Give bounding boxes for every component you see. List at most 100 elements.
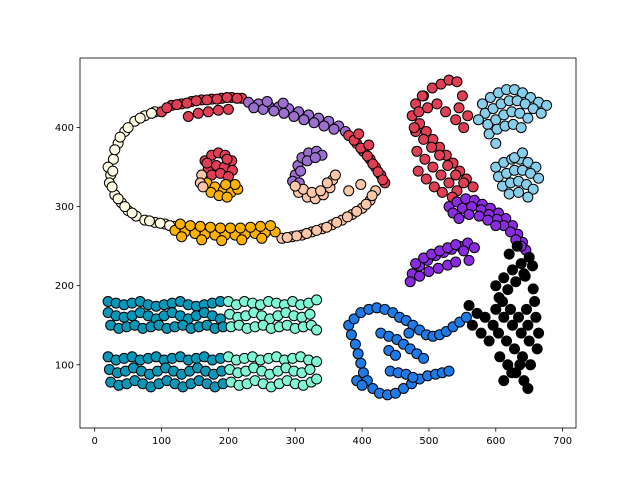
x-axis-ticks: 0 100 200 300 400 500 600 700 bbox=[92, 428, 572, 447]
point-black-cluster-12 bbox=[507, 319, 518, 331]
point-red-column-29 bbox=[411, 145, 423, 157]
point-eye-right-peach-8 bbox=[315, 185, 327, 197]
point-aqua-bar-bottom-34 bbox=[311, 373, 323, 385]
point-black-cluster-11 bbox=[498, 311, 510, 323]
point-blue-hook-11 bbox=[398, 383, 409, 394]
point-black-cluster-9 bbox=[527, 260, 538, 272]
point-black-cluster-41 bbox=[529, 296, 541, 307]
point-ring-bottom-orange-19 bbox=[255, 220, 266, 232]
series-eye-left-orange bbox=[201, 177, 244, 203]
point-black-cluster-42 bbox=[503, 248, 515, 260]
data-points-layer bbox=[102, 74, 553, 401]
point-black-cluster-38 bbox=[505, 303, 516, 315]
point-eye-right-peach-9 bbox=[321, 177, 333, 189]
point-eye-right-peach-11 bbox=[329, 169, 341, 181]
point-ring-top-purple-14 bbox=[278, 107, 290, 119]
series-ring-bottom-orange bbox=[169, 218, 281, 247]
point-ring-top-red-10 bbox=[171, 99, 183, 111]
point-red-column-18 bbox=[431, 98, 443, 110]
point-red-column-32 bbox=[435, 169, 447, 181]
series-lightblue-cluster bbox=[472, 84, 553, 203]
point-ring-top-purple-16 bbox=[298, 114, 310, 126]
point-lightblue-cluster-50 bbox=[509, 152, 520, 164]
point-ring-bottom-orange-14 bbox=[204, 221, 216, 233]
point-black-cluster-1 bbox=[498, 272, 510, 284]
x-tick-label-200: 200 bbox=[219, 436, 238, 447]
point-lightblue-cluster-49 bbox=[522, 191, 534, 203]
point-black-cluster-13 bbox=[515, 327, 527, 339]
point-black-cluster-24 bbox=[522, 383, 534, 394]
series-ring-right-peach bbox=[276, 179, 381, 244]
point-red-column-5 bbox=[451, 76, 463, 88]
point-ring-right-peach-11 bbox=[366, 190, 378, 202]
point-lightblue-cluster-1 bbox=[484, 92, 496, 103]
point-ring-top-red-21 bbox=[222, 103, 234, 115]
point-black-cluster-14 bbox=[523, 335, 535, 347]
series-ring-top-purple bbox=[243, 96, 351, 137]
point-ring-left-ivory-21 bbox=[119, 201, 131, 213]
point-eye-left-orange-9 bbox=[220, 179, 232, 190]
point-ring-top-purple-17 bbox=[308, 117, 320, 129]
point-black-cluster-36 bbox=[483, 335, 495, 347]
point-lightblue-cluster-8 bbox=[541, 99, 553, 111]
point-purple-band-19 bbox=[505, 226, 516, 238]
point-red-column-36 bbox=[420, 173, 432, 185]
y-tick-label-400: 400 bbox=[55, 123, 74, 134]
point-purple-band-42 bbox=[458, 245, 470, 257]
point-ring-left-ivory-17 bbox=[109, 144, 121, 156]
point-red-column-28 bbox=[458, 177, 470, 189]
point-red-column-17 bbox=[422, 102, 434, 114]
point-lightblue-cluster-46 bbox=[527, 183, 539, 195]
point-ring-left-ivory-19 bbox=[134, 112, 146, 124]
point-ring-left-ivory-29 bbox=[106, 181, 118, 193]
series-eye-left-peach bbox=[194, 169, 209, 193]
point-red-column-41 bbox=[453, 102, 465, 114]
point-lightblue-cluster-15 bbox=[527, 103, 539, 115]
point-purple-band-25 bbox=[482, 214, 494, 226]
series-eye-left-red bbox=[199, 147, 238, 183]
point-ring-bottom-orange-13 bbox=[194, 220, 206, 232]
point-ring-top-red-18 bbox=[192, 107, 204, 119]
series-ring-left-ivory bbox=[102, 106, 180, 232]
point-red-column-26 bbox=[442, 160, 454, 171]
point-black-cluster-2 bbox=[507, 264, 518, 276]
point-aqua-bar-top-34 bbox=[311, 324, 323, 336]
point-blue-hook-3 bbox=[352, 348, 364, 360]
point-ring-top-red-9 bbox=[161, 102, 173, 114]
point-ring-bottom-orange-15 bbox=[214, 222, 226, 234]
point-lightblue-cluster-29 bbox=[472, 114, 484, 126]
point-ring-bottom-orange-21 bbox=[176, 231, 188, 243]
point-purple-band-43 bbox=[404, 276, 416, 288]
series-ring-right-red bbox=[343, 128, 391, 189]
point-blue-hook-34 bbox=[460, 311, 472, 323]
point-red-column-35 bbox=[412, 165, 424, 177]
point-red-column-44 bbox=[408, 122, 420, 134]
point-blue-hook-17 bbox=[443, 365, 455, 377]
point-ring-bottom-orange-12 bbox=[184, 220, 196, 232]
point-aqua-bar-bottom-22 bbox=[304, 364, 316, 375]
point-blue-hook-49 bbox=[356, 379, 368, 391]
point-black-cluster-25 bbox=[498, 375, 510, 387]
point-purple-band-35 bbox=[468, 242, 480, 254]
point-purple-band-46 bbox=[432, 262, 444, 274]
point-black-cluster-16 bbox=[501, 335, 512, 347]
point-ring-bottom-orange-20 bbox=[265, 220, 276, 232]
point-black-cluster-37 bbox=[497, 296, 508, 307]
point-black-cluster-35 bbox=[475, 327, 487, 339]
point-black-cluster-30 bbox=[463, 300, 475, 311]
point-ring-top-red-14 bbox=[211, 93, 223, 105]
point-ring-right-peach-14 bbox=[341, 211, 353, 223]
point-black-cluster-43 bbox=[511, 240, 523, 252]
point-ring-right-red-14 bbox=[363, 139, 375, 151]
point-ring-top-red-13 bbox=[201, 94, 213, 106]
point-purple-band-44 bbox=[414, 270, 426, 282]
point-ring-bottom-orange-24 bbox=[236, 234, 248, 246]
point-eye-right-purple-9 bbox=[309, 152, 321, 164]
series-teal-bar-top bbox=[102, 296, 229, 334]
point-black-cluster-20 bbox=[494, 351, 506, 363]
point-red-column-30 bbox=[419, 153, 431, 165]
point-black-cluster-10 bbox=[490, 303, 502, 315]
point-black-cluster-28 bbox=[522, 319, 534, 331]
point-ring-right-peach-15 bbox=[331, 216, 343, 228]
point-purple-band-26 bbox=[490, 220, 502, 232]
